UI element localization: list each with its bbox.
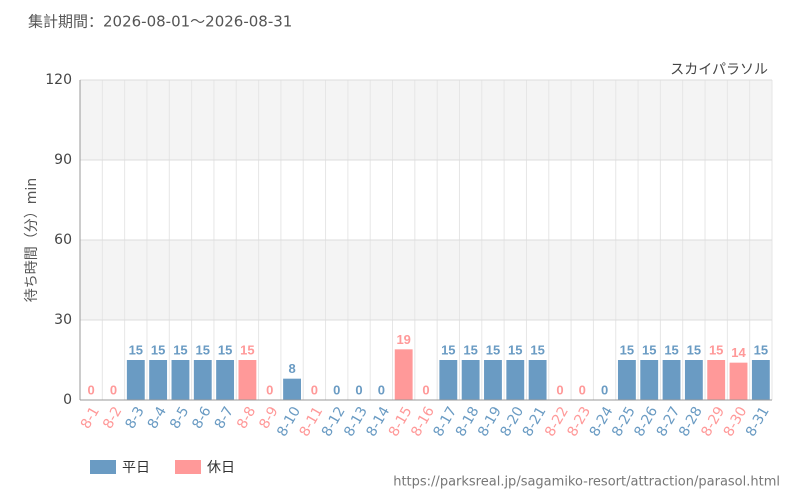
bar bbox=[283, 378, 301, 400]
value-label: 14 bbox=[731, 345, 746, 360]
bar bbox=[684, 360, 703, 400]
bar bbox=[484, 360, 502, 400]
value-label: 0 bbox=[333, 382, 340, 397]
value-label: 15 bbox=[129, 342, 143, 357]
value-label: 19 bbox=[396, 332, 410, 347]
bar bbox=[528, 360, 547, 400]
value-label: 15 bbox=[441, 342, 455, 357]
value-label: 15 bbox=[151, 342, 165, 357]
bar bbox=[506, 360, 525, 400]
bar bbox=[238, 360, 257, 400]
x-tick-label: 8-2 bbox=[100, 404, 125, 432]
plot-band bbox=[80, 80, 772, 160]
bar bbox=[439, 360, 458, 400]
x-tick-label: 8-4 bbox=[145, 404, 170, 432]
x-tick-label: 8-5 bbox=[167, 404, 192, 432]
source-url: https://parksreal.jp/sagamiko-resort/att… bbox=[393, 475, 780, 490]
legend-label: 休日 bbox=[207, 460, 235, 476]
value-label: 0 bbox=[601, 382, 608, 397]
value-label: 0 bbox=[88, 382, 95, 397]
bar bbox=[707, 360, 726, 400]
value-label: 0 bbox=[422, 382, 429, 397]
value-label: 15 bbox=[754, 342, 768, 357]
bar bbox=[126, 360, 145, 400]
x-tick-label: 8-3 bbox=[122, 404, 147, 432]
value-label: 0 bbox=[266, 382, 273, 397]
y-tick-label: 120 bbox=[45, 72, 72, 88]
value-label: 15 bbox=[620, 342, 634, 357]
y-tick-label: 90 bbox=[54, 152, 72, 168]
x-tick-label: 8-31 bbox=[743, 404, 773, 440]
value-label: 0 bbox=[110, 382, 117, 397]
bar bbox=[751, 360, 770, 400]
value-label: 0 bbox=[378, 382, 385, 397]
legend-label: 平日 bbox=[122, 460, 150, 476]
legend-swatch bbox=[175, 460, 201, 474]
bar bbox=[461, 360, 480, 400]
value-label: 15 bbox=[240, 342, 254, 357]
x-tick-label: 8-1 bbox=[78, 404, 103, 432]
value-label: 15 bbox=[642, 342, 656, 357]
legend-swatch bbox=[90, 460, 116, 474]
bar bbox=[149, 360, 168, 400]
y-tick-label: 30 bbox=[54, 312, 72, 328]
bar bbox=[216, 360, 235, 400]
bar bbox=[617, 360, 636, 400]
bar bbox=[640, 360, 659, 400]
bar bbox=[394, 349, 413, 400]
value-label: 15 bbox=[508, 342, 522, 357]
bar bbox=[662, 360, 681, 400]
chart-subtitle: スカイパラソル bbox=[670, 62, 768, 78]
value-label: 15 bbox=[463, 342, 477, 357]
value-label: 15 bbox=[173, 342, 187, 357]
y-tick-label: 0 bbox=[63, 392, 72, 408]
x-tick-label: 8-6 bbox=[189, 404, 214, 432]
x-tick-label: 8-8 bbox=[234, 404, 259, 432]
value-label: 15 bbox=[709, 342, 723, 357]
value-label: 15 bbox=[530, 342, 544, 357]
value-label: 0 bbox=[556, 382, 563, 397]
value-label: 0 bbox=[355, 382, 362, 397]
plot-band bbox=[80, 240, 772, 320]
value-label: 0 bbox=[579, 382, 586, 397]
x-tick-label: 8-7 bbox=[212, 404, 237, 432]
value-label: 8 bbox=[288, 361, 295, 376]
bar bbox=[729, 362, 748, 400]
bar bbox=[193, 360, 212, 400]
bar bbox=[171, 360, 190, 400]
value-label: 15 bbox=[196, 342, 210, 357]
value-label: 15 bbox=[486, 342, 500, 357]
value-label: 15 bbox=[664, 342, 678, 357]
value-label: 15 bbox=[687, 342, 701, 357]
chart-title: 集計期間：2026-08-01～2026-08-31 bbox=[28, 13, 292, 31]
y-tick-label: 60 bbox=[54, 232, 72, 248]
value-label: 0 bbox=[311, 382, 318, 397]
value-label: 15 bbox=[218, 342, 232, 357]
y-axis-label: 待ち時間（分）min bbox=[24, 178, 40, 302]
